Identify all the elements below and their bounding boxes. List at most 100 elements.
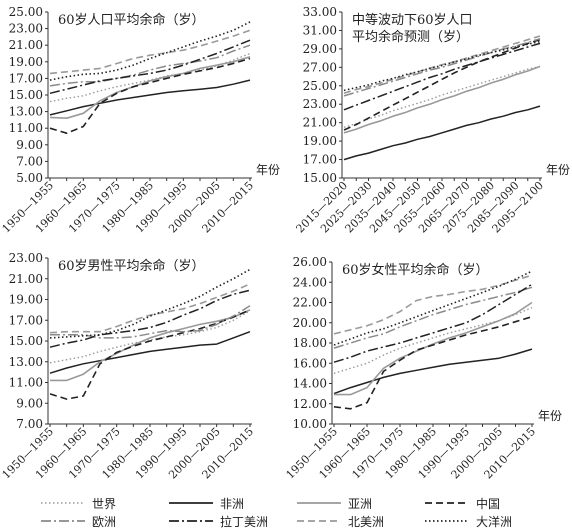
- chart-title: 60岁人口平均余命（岁）: [58, 12, 205, 28]
- y-tick-label: 31.00: [303, 23, 337, 37]
- series-line-北美洲: [333, 274, 533, 335]
- y-tick-label: 27.00: [303, 60, 337, 74]
- series-line-拉丁美洲: [343, 42, 541, 111]
- chart-panel-3: 7.00 9.00 11.00 13.00 15.00 17.00 19.00 21.00 23…: [0, 251, 256, 481]
- chart-panel-2: 15.00 17.00 19.00 21.00 23.00 25.00 27.00 29.00…: [294, 5, 570, 235]
- y-tick-label: 26.00: [293, 255, 327, 269]
- y-tick-label: 12.00: [293, 397, 327, 411]
- legend-item: 大洋洲: [424, 512, 512, 530]
- y-tick-label: 19.00: [9, 293, 43, 307]
- legend-swatch: [297, 502, 341, 504]
- y-tick-label: 13.00: [9, 105, 43, 119]
- series-line-大洋洲: [343, 40, 541, 92]
- y-tick-label: 23.00: [9, 251, 43, 265]
- legend-label: 欧洲: [92, 514, 117, 529]
- y-tick-label: 33.00: [303, 5, 337, 19]
- legend-label: 北美洲: [348, 514, 385, 529]
- series-line-北美洲: [49, 283, 251, 334]
- x-axis-label: 年份: [256, 163, 280, 177]
- y-tick-label: 19.00: [303, 134, 337, 148]
- series-line-欧洲: [343, 37, 541, 97]
- legend-swatch: [169, 520, 213, 522]
- y-tick-label: 23.00: [9, 22, 43, 36]
- legend-item: 亚洲: [296, 494, 372, 512]
- y-tick-label: 7.00: [16, 154, 43, 168]
- y-tick-label: 9.00: [16, 138, 43, 152]
- series-line-世界: [343, 65, 541, 128]
- series-line-亚洲: [334, 301, 533, 396]
- y-tick-label: 11.00: [9, 121, 43, 135]
- chart-panel-1: 5.00 7.00 9.00 11.00 13.00 15.00 17.00 19.00 21.…: [0, 5, 280, 235]
- series-line-北美洲: [343, 35, 541, 94]
- series-line-拉丁美洲: [333, 283, 533, 363]
- legend-item: 中国: [424, 494, 500, 512]
- y-tick-label: 11.00: [9, 376, 43, 390]
- series-line-非洲: [49, 330, 251, 374]
- legend-swatch: [41, 520, 85, 522]
- legend-item: 世界: [40, 494, 116, 512]
- chart-panel-4: 10.00 12.00 14.00 16.00 18.00 20.00 22.00 24.00…: [284, 255, 562, 481]
- legend-item: 非洲: [168, 494, 244, 512]
- series-line-非洲: [343, 105, 541, 161]
- y-tick-label: 18.00: [293, 336, 327, 350]
- series-line-亚洲: [49, 56, 251, 119]
- y-tick-label: 23.00: [303, 97, 337, 111]
- y-tick-label: 24.00: [293, 275, 327, 289]
- y-tick-label: 13.00: [9, 355, 43, 369]
- y-tick-label: 21.00: [9, 38, 43, 52]
- chart-title: 中等波动下60岁人口平均余命预测（岁）: [352, 12, 473, 45]
- y-tick-label: 15.00: [9, 88, 43, 102]
- y-tick-label: 7.00: [16, 417, 43, 431]
- series-line-世界: [333, 306, 533, 375]
- series-line-欧洲: [49, 44, 251, 87]
- y-tick-label: 10.00: [293, 417, 327, 431]
- y-tick-label: 21.00: [9, 272, 43, 286]
- legend-swatch: [41, 502, 85, 504]
- chart-title: 60岁男性平均余命（岁）: [58, 258, 205, 274]
- legend-label: 世界: [92, 496, 117, 511]
- series-line-大洋洲: [49, 21, 251, 81]
- y-tick-label: 25.00: [9, 5, 43, 19]
- y-tick-label: 22.00: [293, 296, 327, 310]
- legend-label: 大洋洲: [476, 514, 513, 529]
- legend-item: 拉丁美洲: [168, 512, 268, 530]
- y-tick-label: 21.00: [303, 116, 337, 130]
- y-tick-label: 17.00: [9, 313, 43, 327]
- legend-item: 欧洲: [40, 512, 116, 530]
- y-tick-label: 9.00: [16, 396, 43, 410]
- x-axis-label: 年份: [538, 409, 562, 423]
- y-tick-label: 29.00: [303, 42, 337, 56]
- chart-title: 60岁女性平均余命（岁）: [342, 262, 489, 278]
- y-tick-label: 14.00: [293, 377, 327, 391]
- series-line-中国: [333, 315, 533, 410]
- legend-item: 北美洲: [296, 512, 384, 530]
- legend-label: 非洲: [220, 496, 245, 511]
- series-line-欧洲: [333, 286, 533, 349]
- legend-swatch: [169, 502, 213, 504]
- y-tick-label: 15.00: [303, 171, 337, 185]
- series-line-大洋洲: [333, 270, 533, 346]
- y-tick-label: 5.00: [16, 171, 43, 185]
- series-line-欧洲: [50, 305, 251, 339]
- series-line-非洲: [49, 79, 251, 116]
- series-line-亚洲: [50, 309, 251, 382]
- series-line-中国: [49, 309, 251, 400]
- legend-swatch: [425, 520, 469, 522]
- series-line-亚洲: [343, 65, 541, 134]
- legend-swatch: [297, 520, 341, 522]
- y-tick-label: 15.00: [9, 334, 43, 348]
- series-line-世界: [49, 310, 251, 364]
- legend-swatch: [425, 502, 469, 504]
- legend-label: 亚洲: [348, 496, 373, 511]
- legend: 世界 非洲 亚洲 中国欧洲 拉丁美洲 北美洲 大洋洲: [40, 494, 560, 530]
- y-tick-label: 17.00: [9, 71, 43, 85]
- series-line-拉丁美洲: [49, 39, 251, 95]
- series-line-中国: [49, 57, 251, 134]
- legend-label: 中国: [476, 496, 501, 511]
- y-tick-label: 16.00: [293, 356, 327, 370]
- y-tick-label: 20.00: [293, 316, 327, 330]
- series-line-北美洲: [49, 29, 251, 75]
- series-line-大洋洲: [49, 268, 251, 339]
- x-axis-label: 年份: [546, 163, 570, 177]
